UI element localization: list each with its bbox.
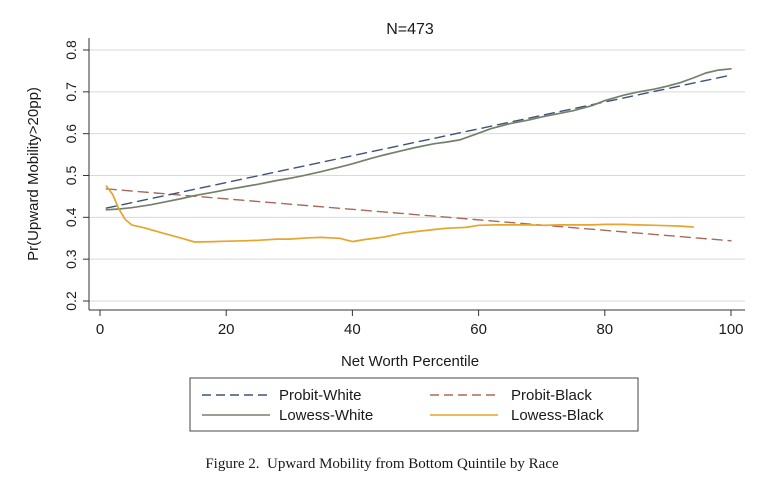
x-tick-label: 100 — [718, 321, 743, 338]
legend-label-probit-black: Probit-Black — [511, 387, 592, 404]
figure-caption: Figure 2. Upward Mobility from Bottom Qu… — [205, 456, 559, 472]
y-tick-label: 0.7 — [63, 82, 79, 102]
series-line-probit-white — [105, 74, 732, 209]
y-axis-ticks: 0.2 0.3 0.4 0.5 0.6 0.7 0.8 — [63, 40, 89, 311]
y-tick-label: 0.5 — [63, 166, 79, 186]
series-layer — [105, 67, 732, 243]
series-line-probit-black — [105, 188, 732, 242]
y-tick-label: 0.8 — [63, 40, 79, 60]
series-line-lowess-white — [105, 67, 732, 211]
y-tick-label: 0.3 — [63, 249, 79, 269]
y-axis-label: Pr(Upward Mobility>20pp) — [25, 87, 42, 261]
chart-title: N=473 — [386, 21, 434, 38]
series-line-lowess-black — [105, 185, 694, 243]
legend-label-probit-white: Probit-White — [279, 387, 362, 404]
x-tick-label: 20 — [218, 321, 235, 338]
legend: Probit-White Probit-Black Lowess-White L… — [189, 377, 639, 432]
x-tick-label: 60 — [470, 321, 487, 338]
x-axis-label: Net Worth Percentile — [341, 353, 479, 370]
y-tick-label: 0.6 — [63, 124, 79, 144]
legend-label-lowess-white: Lowess-White — [279, 407, 373, 424]
gridlines — [89, 49, 745, 302]
y-tick-label: 0.2 — [63, 291, 79, 311]
legend-label-lowess-black: Lowess-Black — [511, 407, 604, 424]
x-tick-label: 40 — [344, 321, 361, 338]
x-tick-label: 80 — [596, 321, 613, 338]
x-axis-ticks: 0 20 40 60 80 100 — [96, 310, 744, 338]
x-tick-label: 0 — [96, 321, 104, 338]
legend-box — [189, 377, 639, 432]
y-tick-label: 0.4 — [63, 207, 79, 227]
